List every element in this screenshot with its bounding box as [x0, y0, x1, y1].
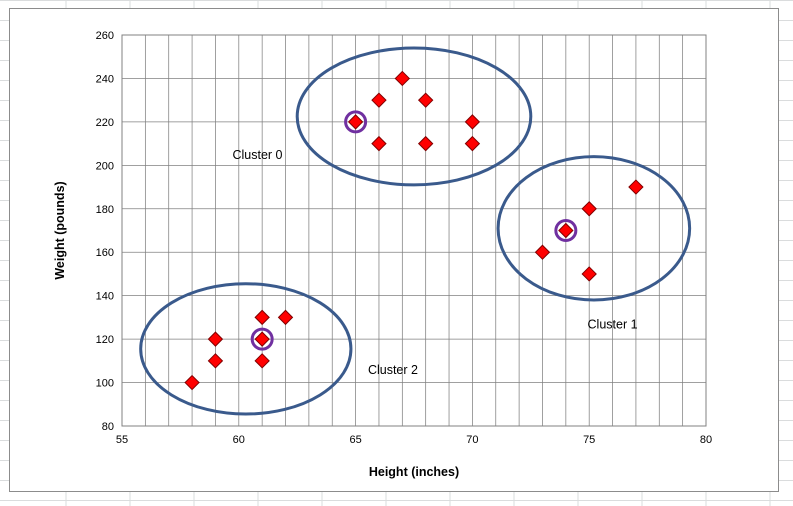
data-point-diamond	[254, 331, 270, 347]
y-tick-label: 220	[96, 117, 114, 129]
x-tick-label: 60	[233, 434, 245, 446]
plot-area-border	[121, 34, 707, 427]
x-tick-label: 75	[583, 434, 595, 446]
data-point-diamond	[371, 135, 387, 152]
data-point-diamond	[254, 309, 270, 326]
data-point-diamond	[184, 374, 200, 391]
centroid-circle	[554, 219, 578, 242]
cluster-ellipse	[496, 155, 692, 302]
data-point-diamond	[207, 331, 224, 347]
cluster-label: Cluster 1	[588, 317, 638, 331]
cluster-ellipse	[295, 46, 533, 187]
y-tick-label: 120	[96, 334, 114, 346]
scatter-chart: 55 60 65 70 75 80 80 100 120 140 160 180 200 220 240 26…	[53, 30, 712, 479]
data-point-diamond	[464, 135, 481, 152]
x-tick-label: 70	[466, 434, 478, 446]
data-point-diamond	[581, 201, 597, 217]
y-tick-label: 260	[96, 30, 114, 42]
data-point-diamond	[254, 353, 270, 369]
x-tick-label: 55	[116, 434, 128, 446]
data-point-diamond	[207, 353, 224, 369]
cluster-ellipse	[139, 282, 353, 416]
tick-labels: 55 60 65 70 75 80 80 100 120 140 160 180 200 220 240 26…	[96, 30, 712, 446]
data-point-diamond	[581, 266, 597, 282]
centroid-markers	[250, 110, 578, 351]
centroid-circle	[250, 327, 274, 351]
data-point-diamond	[371, 92, 387, 108]
data-point-diamond	[558, 222, 574, 239]
data-point-diamond	[534, 244, 551, 260]
y-tick-label: 240	[96, 73, 114, 85]
data-points	[184, 70, 644, 391]
y-axis-title: Weight (pounds)	[53, 181, 67, 279]
data-point-diamond	[277, 309, 294, 326]
y-tick-label: 140	[96, 291, 114, 303]
data-point-diamond	[417, 135, 434, 152]
y-tick-label: 80	[102, 421, 114, 433]
data-point-diamond	[628, 179, 644, 195]
cluster-label: Cluster 0	[232, 148, 282, 162]
data-point-diamond	[417, 92, 434, 108]
centroid-circle	[344, 110, 368, 134]
x-tick-label: 80	[700, 434, 712, 446]
y-tick-label: 160	[96, 247, 114, 259]
x-axis-title: Height (inches)	[369, 465, 459, 479]
y-tick-label: 100	[96, 378, 114, 390]
data-point-diamond	[464, 114, 481, 130]
data-point-diamond	[394, 70, 411, 87]
cluster-label: Cluster 2	[368, 363, 418, 377]
x-tick-label: 65	[349, 434, 361, 446]
chart-area[interactable]: 55 60 65 70 75 80 80 100 120 140 160 180 200 220 240 26…	[9, 8, 779, 492]
data-point-diamond	[347, 114, 364, 130]
y-tick-label: 200	[96, 160, 114, 172]
cluster-labels: Cluster 0 Cluster 1 Cluster 2	[232, 148, 637, 377]
cluster-ellipses	[139, 46, 692, 416]
gridlines	[122, 35, 706, 426]
y-tick-label: 180	[96, 204, 114, 216]
